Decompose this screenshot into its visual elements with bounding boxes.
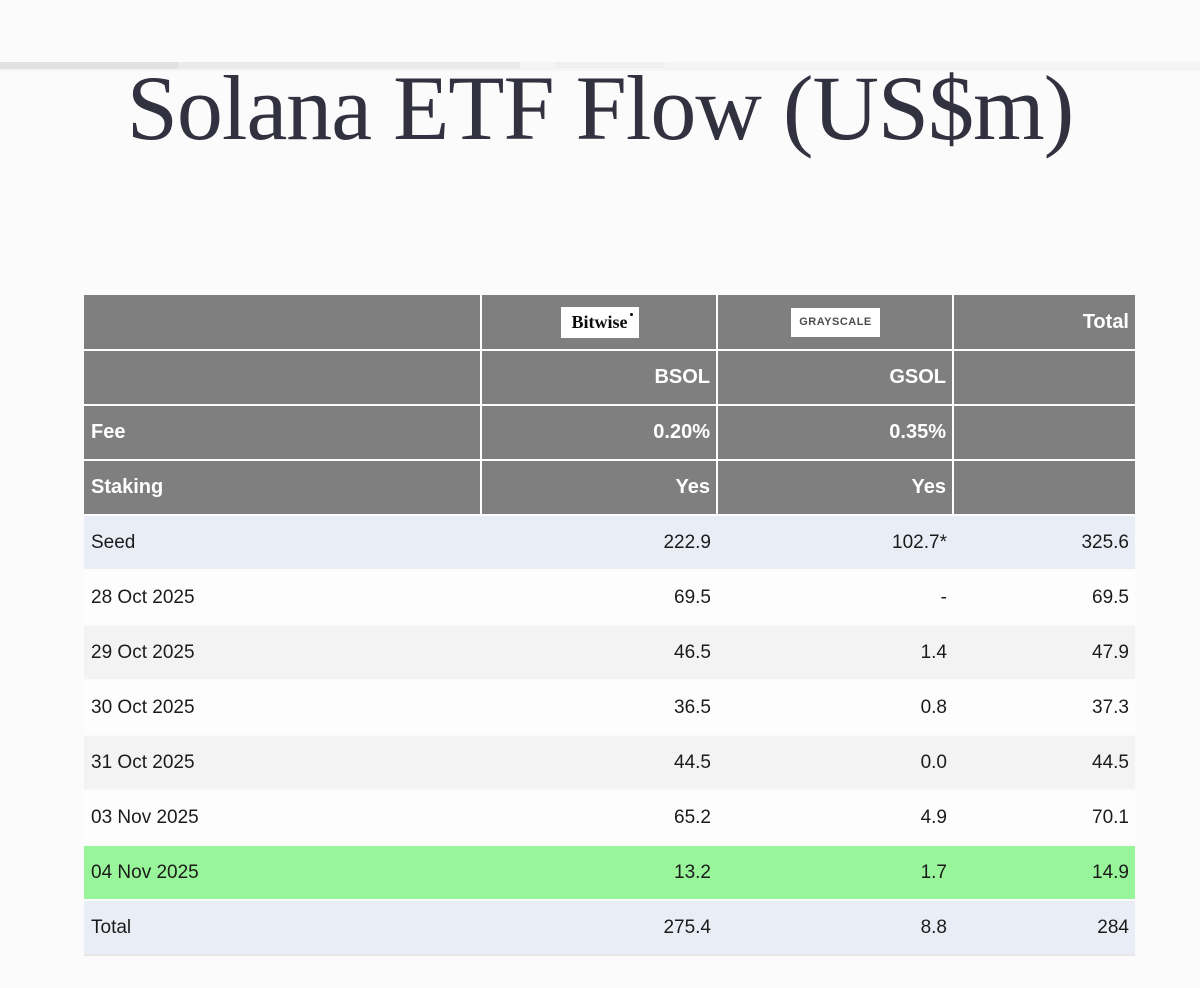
empty-header-cell <box>84 295 482 351</box>
total-column-header: Total <box>953 295 1135 351</box>
bsol-value-cell: 46.5 <box>481 625 717 681</box>
gsol-value-cell: 8.8 <box>717 900 953 956</box>
table-row-tickers: BSOL GSOL <box>84 350 1135 406</box>
gsol-value-cell: 0.8 <box>717 680 953 736</box>
bsol-value-cell: 222.9 <box>481 515 717 571</box>
total-value-cell: 325.6 <box>953 515 1135 571</box>
table-row-staking: Staking Yes Yes <box>84 460 1135 516</box>
total-value-cell: 14.9 <box>953 845 1135 901</box>
total-value-cell: 37.3 <box>953 680 1135 736</box>
bsol-ticker-cell: BSOL <box>481 350 718 406</box>
bsol-value-cell: 275.4 <box>481 900 717 956</box>
empty-header-cell <box>953 350 1135 406</box>
total-value-cell: 47.9 <box>953 625 1135 681</box>
table-row-seed: Seed 222.9 102.7* 325.6 <box>84 515 1135 571</box>
fee-bsol-cell: 0.20% <box>481 405 718 461</box>
gsol-value-cell: - <box>717 570 953 626</box>
row-label-cell: 30 Oct 2025 <box>84 680 481 736</box>
gsol-value-cell: 0.0 <box>717 735 953 791</box>
table-row-31-oct: 31 Oct 2025 44.5 0.0 44.5 <box>84 735 1135 791</box>
etf-flow-table: Bitwise GRAYSCALE Total BSOL GSOL Fee 0.… <box>84 295 1135 956</box>
row-label-cell: 04 Nov 2025 <box>84 845 481 901</box>
gsol-value-cell: 4.9 <box>717 790 953 846</box>
bsol-value-cell: 65.2 <box>481 790 717 846</box>
bitwise-logo: Bitwise <box>560 306 639 338</box>
gsol-value-cell: 102.7* <box>717 515 953 571</box>
gsol-ticker-cell: GSOL <box>717 350 954 406</box>
total-value-cell: 69.5 <box>953 570 1135 626</box>
row-label-cell: 03 Nov 2025 <box>84 790 481 846</box>
table-row-29-oct: 29 Oct 2025 46.5 1.4 47.9 <box>84 625 1135 681</box>
total-value-cell: 44.5 <box>953 735 1135 791</box>
row-label-cell: Total <box>84 900 481 956</box>
row-label-cell: 31 Oct 2025 <box>84 735 481 791</box>
browser-chrome-smudge <box>178 62 520 69</box>
bsol-value-cell: 36.5 <box>481 680 717 736</box>
table-row-logos: Bitwise GRAYSCALE Total <box>84 295 1135 351</box>
table-row-28-oct: 28 Oct 2025 69.5 - 69.5 <box>84 570 1135 626</box>
grayscale-logo: GRAYSCALE <box>791 307 880 337</box>
bsol-value-cell: 69.5 <box>481 570 717 626</box>
browser-chrome-smudge <box>555 62 665 68</box>
gsol-value-cell: 1.4 <box>717 625 953 681</box>
fee-gsol-cell: 0.35% <box>717 405 954 461</box>
row-label-cell: 28 Oct 2025 <box>84 570 481 626</box>
bsol-value-cell: 13.2 <box>481 845 717 901</box>
empty-header-cell <box>84 350 482 406</box>
row-label-cell: Seed <box>84 515 481 571</box>
browser-chrome-remnant <box>0 62 1200 71</box>
grayscale-logo-cell: GRAYSCALE <box>717 295 954 351</box>
staking-gsol-cell: Yes <box>717 460 954 516</box>
fee-total-cell <box>953 405 1135 461</box>
table-row-total: Total 275.4 8.8 284 <box>84 900 1135 956</box>
table-row-30-oct: 30 Oct 2025 36.5 0.8 37.3 <box>84 680 1135 736</box>
staking-total-cell <box>953 460 1135 516</box>
table-row-03-nov: 03 Nov 2025 65.2 4.9 70.1 <box>84 790 1135 846</box>
table-row-fee: Fee 0.20% 0.35% <box>84 405 1135 461</box>
total-value-cell: 70.1 <box>953 790 1135 846</box>
gsol-value-cell: 1.7 <box>717 845 953 901</box>
row-label-cell: 29 Oct 2025 <box>84 625 481 681</box>
bitwise-logo-cell: Bitwise <box>481 295 718 351</box>
table-row-04-nov-highlighted: 04 Nov 2025 13.2 1.7 14.9 <box>84 845 1135 901</box>
total-value-cell: 284 <box>953 900 1135 956</box>
fee-label-cell: Fee <box>84 405 482 461</box>
solana-etf-flow-table: Bitwise GRAYSCALE Total BSOL GSOL Fee 0.… <box>84 295 1135 956</box>
staking-bsol-cell: Yes <box>481 460 718 516</box>
page-title: Solana ETF Flow (US$m) <box>126 57 1075 159</box>
staking-label-cell: Staking <box>84 460 482 516</box>
browser-chrome-smudge <box>0 62 178 69</box>
bsol-value-cell: 44.5 <box>481 735 717 791</box>
